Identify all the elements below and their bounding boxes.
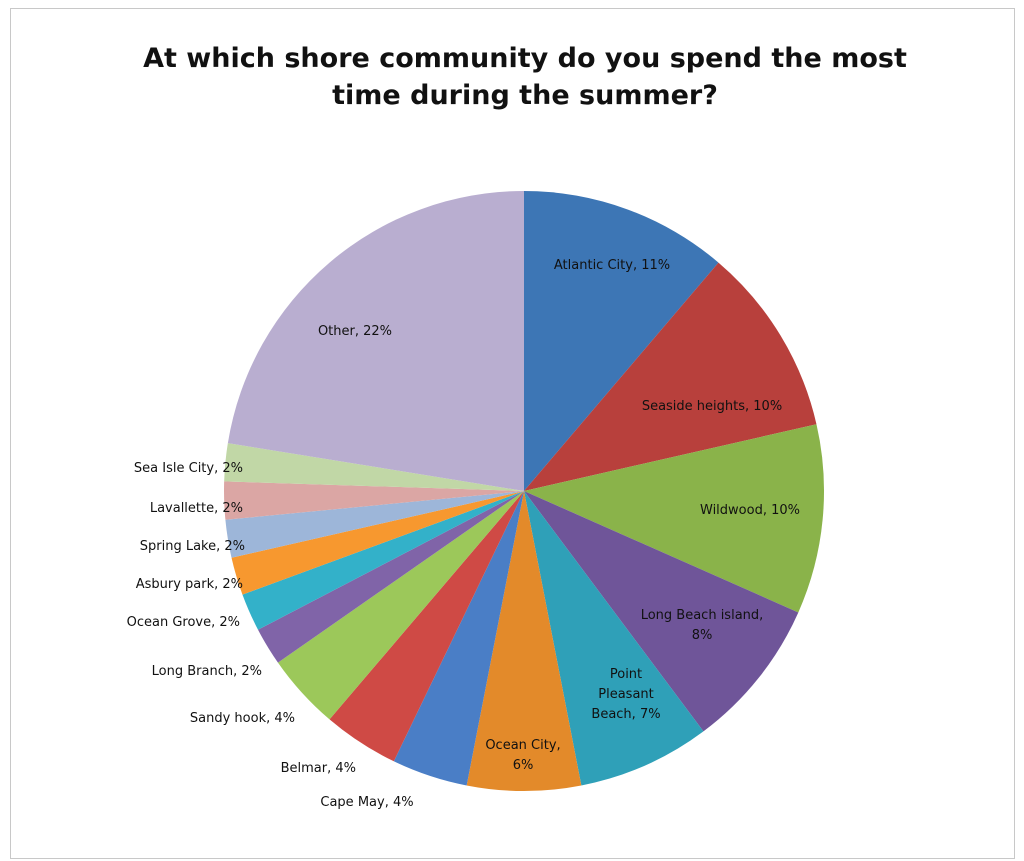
pie-slice-sandy-hook xyxy=(277,491,524,720)
pie-slice-other xyxy=(227,191,524,491)
slice-label-cape-may: Cape May, 4% xyxy=(320,795,413,810)
pie-slice-long-beach-island xyxy=(524,491,799,732)
slice-label-sandy-hook: Sandy hook, 4% xyxy=(190,711,295,726)
pie-slice-lavallette xyxy=(223,481,525,520)
chart-title-line-2: time during the summer? xyxy=(332,80,718,111)
pie-slice-spring-lake xyxy=(225,491,524,558)
pie-slice-atlantic-city xyxy=(524,191,719,491)
pie-slice-cape-may xyxy=(393,491,524,786)
pie-slice-belmar xyxy=(329,491,524,762)
pie-slice-ocean-grove xyxy=(242,491,524,630)
pie-slice-wildwood xyxy=(524,424,825,613)
slice-label-spring-lake: Spring Lake, 2% xyxy=(140,539,245,554)
pie-slice-ocean-city xyxy=(466,491,582,792)
slice-label-ocean-city: Ocean City, 6% xyxy=(485,738,560,773)
slice-label-belmar: Belmar, 4% xyxy=(281,761,356,776)
slice-label-other: Other, 22% xyxy=(318,324,392,339)
pie-slice-long-branch xyxy=(258,491,524,663)
slice-label-asbury-park: Asbury park, 2% xyxy=(136,577,243,592)
slice-label-wildwood: Wildwood, 10% xyxy=(700,503,800,518)
slice-label-point-pleasant-beach: Point Pleasant Beach, 7% xyxy=(591,667,660,722)
slice-label-atlantic-city: Atlantic City, 11% xyxy=(554,258,670,273)
chart-title-line-1: At which shore community do you spend th… xyxy=(143,43,907,74)
slice-label-long-branch: Long Branch, 2% xyxy=(152,664,262,679)
pie-slice-point-pleasant-beach xyxy=(524,491,704,786)
pie-slice-sea-isle-city xyxy=(224,443,524,491)
slice-label-seaside-heights: Seaside heights, 10% xyxy=(642,399,782,414)
slice-label-lavallette: Lavallette, 2% xyxy=(150,501,243,516)
slice-label-sea-isle-city: Sea Isle City, 2% xyxy=(134,461,243,476)
slice-label-ocean-grove: Ocean Grove, 2% xyxy=(127,615,240,630)
chart-title: At which shore community do you spend th… xyxy=(40,40,1010,114)
slice-label-long-beach-island: Long Beach island, 8% xyxy=(641,608,764,643)
pie-slice-seaside-heights xyxy=(524,262,817,491)
pie-slice-asbury-park xyxy=(231,491,524,595)
